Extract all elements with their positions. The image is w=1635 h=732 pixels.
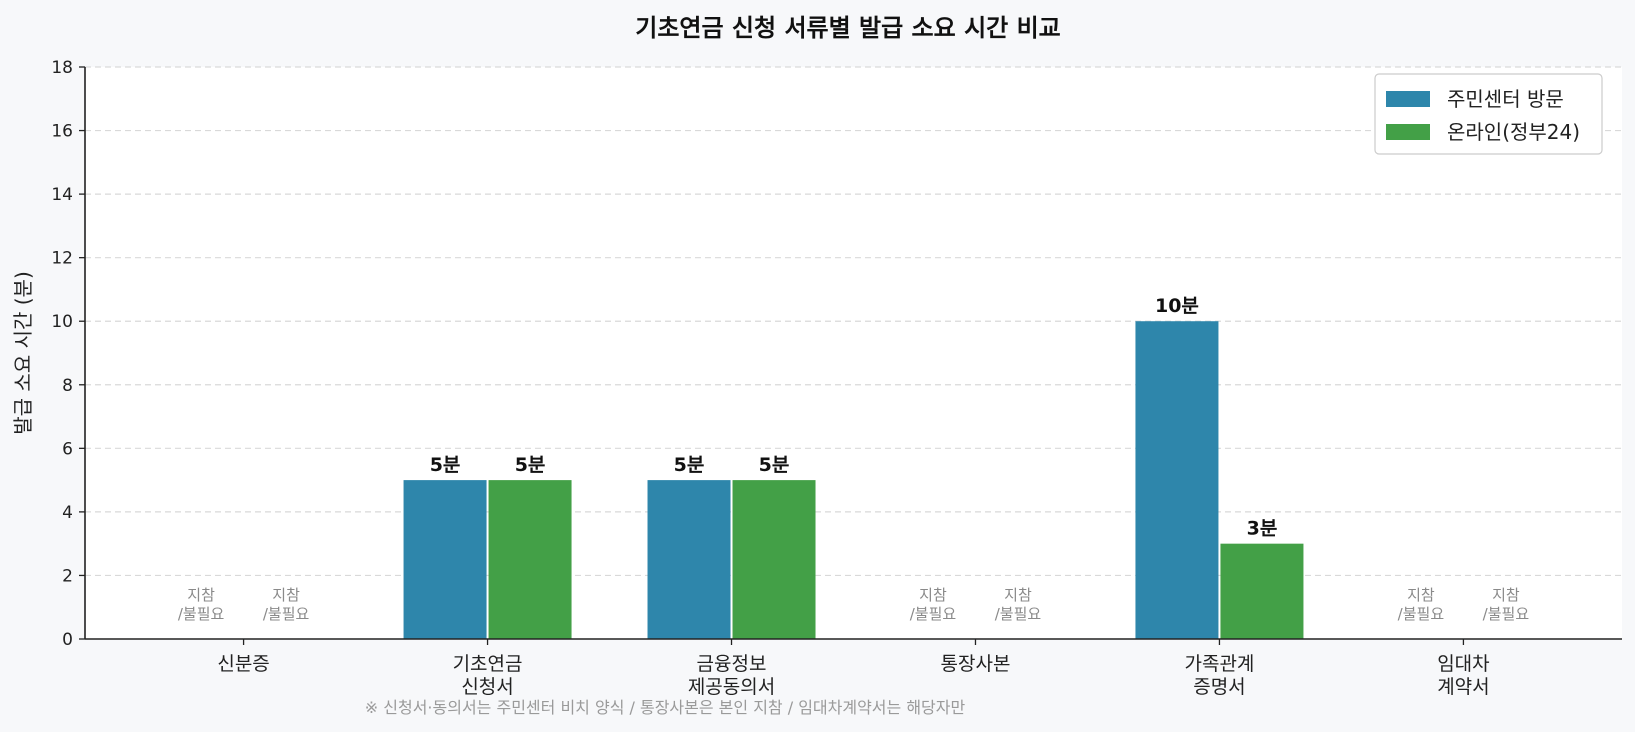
not-applicable-label-line: 지참 xyxy=(1004,586,1032,604)
x-tick-label: 신분증 xyxy=(217,653,269,675)
not-applicable-label-line: /불필요 xyxy=(263,605,310,623)
x-tick-label-line: 제공동의서 xyxy=(688,676,775,698)
x-tick-label: 금융정보 제공동의서 xyxy=(688,653,775,698)
y-tick-label: 6 xyxy=(62,439,73,459)
y-tick-label: 14 xyxy=(51,185,73,205)
not-applicable-label-line: 지참 xyxy=(1492,586,1520,604)
legend: 주민센터 방문 온라인(정부24) xyxy=(1374,73,1603,155)
value-label: 5분 xyxy=(759,454,790,476)
not-applicable-label-line: 지참 xyxy=(919,586,947,604)
y-tick-label: 12 xyxy=(51,249,73,269)
not-applicable-label: 지참/불필요 xyxy=(910,586,957,623)
not-applicable-label-line: 지참 xyxy=(1407,586,1435,604)
not-applicable-label: 지참/불필요 xyxy=(178,586,225,623)
value-label: 10분 xyxy=(1155,295,1199,317)
x-tick-label-line: 신청서 xyxy=(461,676,513,698)
bar xyxy=(647,480,731,639)
not-applicable-label: 지참/불필요 xyxy=(263,586,310,623)
not-applicable-label-line: /불필요 xyxy=(1398,605,1445,623)
value-label: 5분 xyxy=(515,454,546,476)
legend-swatch-visit xyxy=(1386,91,1430,107)
footnote: ※ 신청서·동의서는 주민센터 비치 양식 / 통장사본은 본인 지참 / 임대… xyxy=(365,698,966,717)
y-tick-label: 8 xyxy=(62,376,73,396)
value-label: 5분 xyxy=(674,454,705,476)
bar xyxy=(403,480,487,639)
not-applicable-label-line: 지참 xyxy=(272,586,300,604)
bar xyxy=(488,480,572,639)
gridlines xyxy=(85,66,1622,577)
y-tick-label: 4 xyxy=(62,503,73,523)
y-tick-label: 18 xyxy=(51,58,73,78)
bar xyxy=(732,480,816,639)
x-tick-label-line: 임대차 xyxy=(1437,653,1489,675)
x-tick-label: 가족관계 증명서 xyxy=(1184,653,1254,698)
legend-label-visit: 주민센터 방문 xyxy=(1447,87,1564,111)
x-tick-labels: 신분증 기초연금 신청서 금융정보 제공동의서 통장사본 가족관계 증명서 임대차 계약서 xyxy=(217,653,1489,698)
bar xyxy=(1135,321,1219,639)
not-applicable-label-line: /불필요 xyxy=(910,605,957,623)
x-tick-label-line: 가족관계 xyxy=(1184,653,1254,675)
y-tick-labels: 0 2 4 6 8 10 12 14 16 18 xyxy=(51,58,73,650)
chart-title: 기초연금 신청 서류별 발급 소요 시간 비교 xyxy=(635,14,1061,42)
x-tick-label-line: 금융정보 xyxy=(697,653,767,675)
x-tick-label-line: 계약서 xyxy=(1437,676,1489,698)
not-applicable-label: 지참/불필요 xyxy=(1483,586,1530,623)
x-tick-label: 임대차 계약서 xyxy=(1437,653,1489,698)
axes xyxy=(79,66,1622,645)
not-applicable-label-line: /불필요 xyxy=(995,605,1042,623)
y-axis-label: 발급 소요 시간 (분) xyxy=(11,271,35,434)
legend-swatch-online xyxy=(1386,124,1430,140)
y-tick-label: 16 xyxy=(51,122,73,142)
not-applicable-label-line: 지참 xyxy=(187,586,215,604)
not-applicable-label: 지참/불필요 xyxy=(1398,586,1445,623)
x-tick-label: 통장사본 xyxy=(941,653,1011,675)
value-label: 3분 xyxy=(1247,518,1278,540)
legend-label-online: 온라인(정부24) xyxy=(1447,120,1580,144)
y-tick-label: 2 xyxy=(62,566,73,586)
value-label: 5분 xyxy=(430,454,461,476)
not-applicable-label: 지참/불필요 xyxy=(995,586,1042,623)
plot-area xyxy=(85,67,1622,639)
y-tick-label: 10 xyxy=(51,312,73,332)
bars xyxy=(403,321,1304,639)
legend-box xyxy=(1374,73,1603,155)
x-tick-label-line: 기초연금 xyxy=(453,653,523,675)
x-tick-label: 기초연금 신청서 xyxy=(453,653,523,698)
y-tick-label: 0 xyxy=(62,630,73,650)
x-tick-label-line: 증명서 xyxy=(1193,676,1245,698)
x-tick-label-line: 통장사본 xyxy=(941,653,1011,675)
not-applicable-label-line: /불필요 xyxy=(1483,605,1530,623)
x-tick-label-line: 신분증 xyxy=(217,653,269,675)
not-applicable-label-line: /불필요 xyxy=(178,605,225,623)
bar xyxy=(1220,543,1304,639)
